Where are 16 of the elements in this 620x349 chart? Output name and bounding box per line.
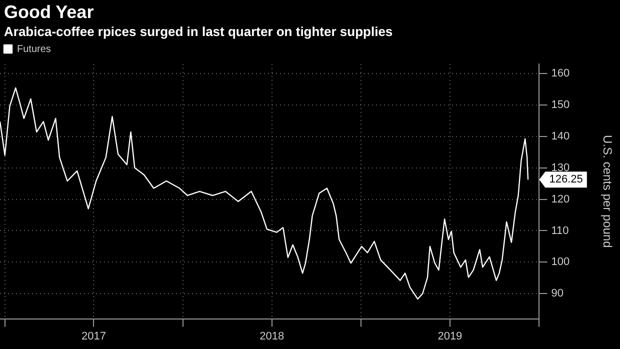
y-tick-label: 90 — [551, 288, 564, 300]
y-tick-label: 110 — [551, 224, 569, 237]
chart-title: Good Year — [3, 1, 95, 23]
y-tick-label: 160 — [551, 67, 570, 80]
x-tick-label: 2018 — [260, 330, 284, 342]
y-tick-label: 120 — [551, 193, 570, 206]
legend-label: Futures — [17, 44, 51, 55]
x-tick-label: 2019 — [438, 330, 462, 342]
y-tick-label: 130 — [551, 162, 570, 174]
y-axis-title: U.S. cents per pound — [600, 135, 614, 248]
x-tick-label: 2017 — [81, 330, 106, 342]
y-tick-label: 100 — [551, 256, 570, 268]
chart-subtitle: Arabica-coffee rpices surged in last quarter on tighter supplies — [3, 23, 394, 40]
annotation: 126.25 — [549, 174, 583, 186]
y-tick-label: 150 — [551, 98, 570, 111]
y-tick-label: 140 — [551, 130, 570, 142]
